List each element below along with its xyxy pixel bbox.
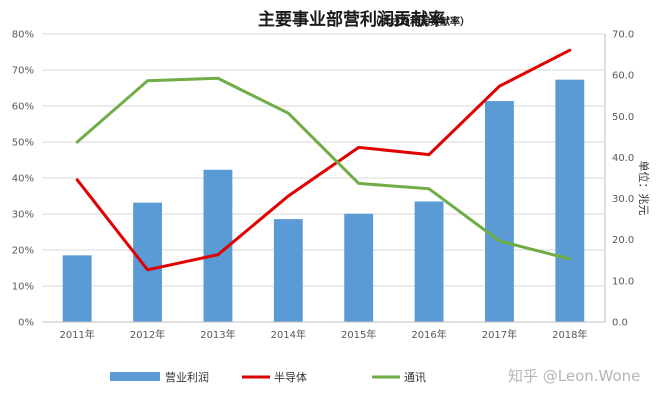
series-line-telecom [75, 76, 572, 261]
x-tick-label: 2018年 [552, 328, 587, 341]
y-left-tick-label: 0% [18, 318, 34, 329]
y-right-tick-label: 40.0 [612, 153, 634, 164]
right-axis-unit-label: 单位：兆元 [637, 161, 651, 216]
bar-series [62, 79, 585, 322]
x-tick-label: 2012年 [130, 328, 165, 341]
x-tick-label: 2016年 [411, 328, 446, 341]
bar [485, 101, 514, 322]
x-tick-label: 2015年 [341, 328, 376, 341]
bar [344, 213, 374, 322]
bar [133, 202, 162, 322]
y-right-tick-label: 0.0 [612, 318, 628, 329]
y-right-tick-label: 60.0 [612, 71, 634, 82]
legend: 营业利润 半导体 通讯 [110, 370, 426, 384]
y-left-tick-label: 50% [12, 138, 34, 149]
x-tick-label: 2011年 [59, 328, 94, 341]
y-left-tick-label: 70% [12, 66, 34, 77]
grid-lines [42, 33, 605, 323]
x-tick-label: 2017年 [482, 328, 517, 341]
chart-title: 主要事业部营利润贡献率 [258, 9, 445, 30]
y-left-tick-label: 10% [12, 282, 34, 293]
bar [273, 219, 303, 322]
bar [414, 201, 444, 322]
bar [62, 255, 92, 322]
legend-label: 通讯 [404, 371, 426, 384]
y-left-tick-label: 20% [12, 246, 34, 257]
y-left-tick-label: 30% [12, 210, 34, 221]
legend-label: 半导体 [274, 370, 307, 384]
bar [555, 79, 585, 322]
y-right-tick-label: 20.0 [612, 235, 634, 246]
chart-subtitle: （折线为利润贡献率） [370, 15, 470, 28]
watermark: 知乎 @Leon.Wone [508, 367, 640, 385]
axes: 0% 10% 20% 30% 40% 50% 60% 70% 80% 0.0 10.0 20.0 30.… [12, 30, 635, 342]
y-left-tick-label: 60% [12, 102, 34, 113]
legend-swatch-bar [110, 372, 160, 381]
y-left-tick-label: 40% [12, 174, 34, 185]
y-left-tick-label: 80% [12, 30, 34, 41]
series-line-semiconductor [75, 48, 572, 272]
y-right-tick-label: 50.0 [612, 112, 634, 123]
y-right-tick-label: 70.0 [612, 30, 634, 41]
x-tick-label: 2014年 [271, 328, 306, 341]
y-right-tick-label: 10.0 [612, 276, 634, 287]
line-series [75, 48, 572, 272]
legend-label: 营业利润 [165, 370, 209, 384]
chart-title-group: 主要事业部营利润贡献率 （折线为利润贡献率） [258, 9, 470, 30]
y-right-tick-label: 30.0 [612, 194, 634, 205]
x-tick-label: 2013年 [200, 328, 235, 341]
